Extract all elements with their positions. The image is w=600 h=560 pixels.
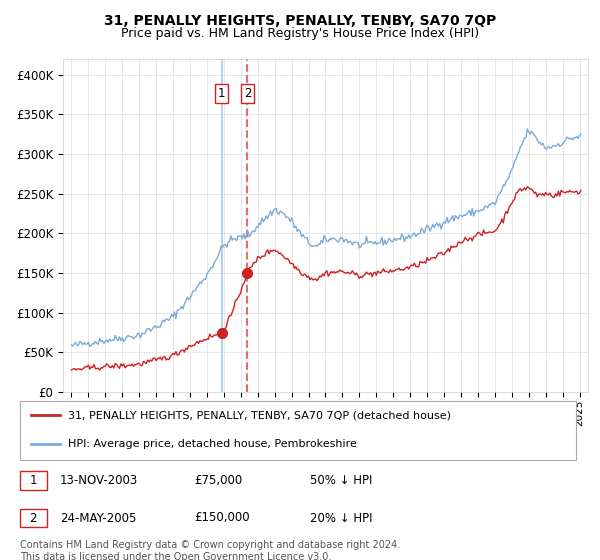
Text: 50% ↓ HPI: 50% ↓ HPI xyxy=(310,474,372,487)
Text: £75,000: £75,000 xyxy=(194,474,242,487)
Text: HPI: Average price, detached house, Pembrokeshire: HPI: Average price, detached house, Pemb… xyxy=(68,439,356,449)
Text: Price paid vs. HM Land Registry's House Price Index (HPI): Price paid vs. HM Land Registry's House … xyxy=(121,27,479,40)
FancyBboxPatch shape xyxy=(20,508,47,528)
Text: 2: 2 xyxy=(29,511,37,525)
Text: 20% ↓ HPI: 20% ↓ HPI xyxy=(310,511,372,525)
Text: 13-NOV-2003: 13-NOV-2003 xyxy=(60,474,138,487)
Text: 24-MAY-2005: 24-MAY-2005 xyxy=(60,511,136,525)
Text: 2: 2 xyxy=(244,87,251,100)
Text: Contains HM Land Registry data © Crown copyright and database right 2024.
This d: Contains HM Land Registry data © Crown c… xyxy=(20,540,400,560)
FancyBboxPatch shape xyxy=(20,400,577,460)
Text: 1: 1 xyxy=(29,474,37,487)
FancyBboxPatch shape xyxy=(20,472,47,490)
Text: £150,000: £150,000 xyxy=(194,511,250,525)
Text: 1: 1 xyxy=(218,87,226,100)
Text: 31, PENALLY HEIGHTS, PENALLY, TENBY, SA70 7QP (detached house): 31, PENALLY HEIGHTS, PENALLY, TENBY, SA7… xyxy=(68,410,451,421)
Text: 31, PENALLY HEIGHTS, PENALLY, TENBY, SA70 7QP: 31, PENALLY HEIGHTS, PENALLY, TENBY, SA7… xyxy=(104,14,496,28)
